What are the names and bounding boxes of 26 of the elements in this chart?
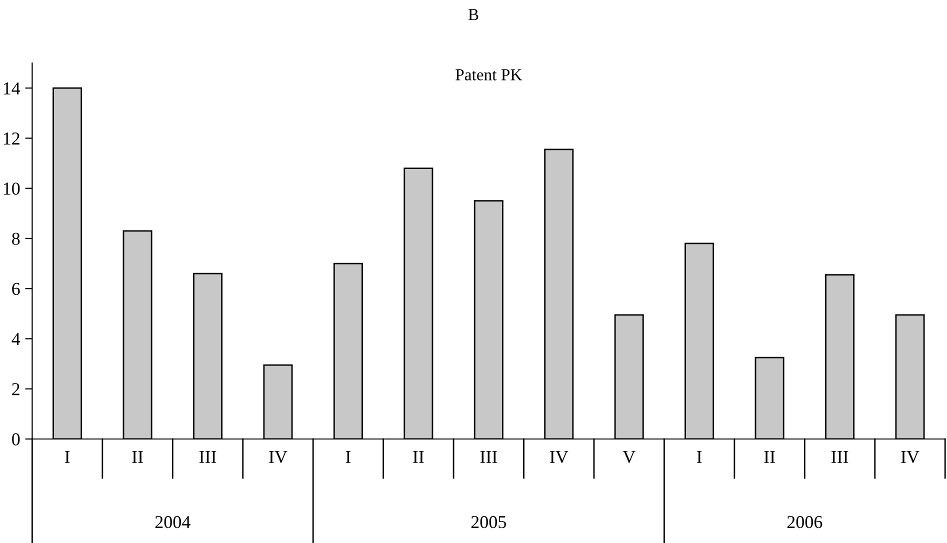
x-tick-label: II [764,451,775,463]
x-tick-label: II [132,451,143,463]
y-tick-label: 10 [4,182,20,195]
y-tick-label: 4 [12,333,20,345]
y-tick-label: 2 [12,383,20,396]
x-tick-label: V [622,451,636,464]
x-tick-label: IV [550,451,568,464]
text: 2004 [155,516,190,528]
x-tick-label: III [831,451,848,463]
x-tick-label: IV [269,451,288,464]
x-tick-label: I [64,451,70,463]
chart-subtitle: Patent PK [456,69,522,80]
x-tick-label: III [199,451,216,463]
x-tick-label: III [480,451,498,463]
y-tick-label: 8 [12,232,20,245]
y-tick-label: 6 [12,282,20,296]
y-tick-label: 0 [12,433,20,446]
x-tick-label: I [696,451,702,463]
text: 2006 [787,516,822,528]
y-tick-label: 12 [4,132,20,144]
y-tick-label: 14 [4,82,20,94]
x-tick-label: IV [901,451,920,464]
text: 2005 [471,516,506,528]
x-tick-label: I [346,451,351,463]
x-tick-label: II [413,451,424,463]
chart-title: B [468,9,478,20]
